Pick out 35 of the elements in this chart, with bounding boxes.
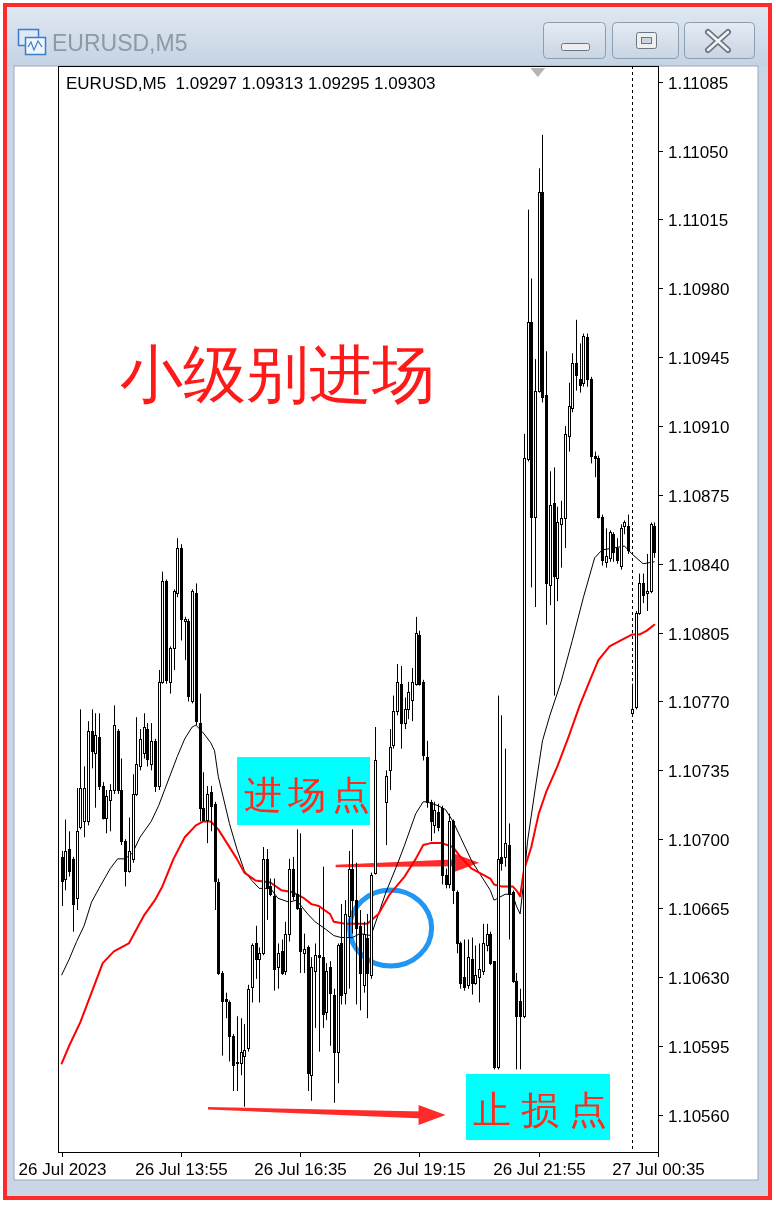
y-tick-label: 1.11015 xyxy=(668,210,729,230)
y-tick-label: 1.10805 xyxy=(668,624,730,644)
y-tick-label: 1.10630 xyxy=(668,968,730,988)
y-tick-label: 1.10910 xyxy=(668,417,730,437)
candlestick xyxy=(471,937,474,996)
y-tick-label: 1.10700 xyxy=(668,830,730,850)
y-tick-label: 1.10840 xyxy=(668,555,730,575)
y-tick-label: 1.10560 xyxy=(668,1106,730,1126)
candlestick xyxy=(105,789,108,834)
x-tick-label: 26 Jul 13:55 xyxy=(135,1160,228,1179)
text: EURUSD,M5 1.09297 1.09313 1.09295 1.09303 xyxy=(66,74,436,93)
x-tick-label: 26 Jul 16:35 xyxy=(254,1160,347,1179)
annotation: 小级别进场 xyxy=(120,339,435,409)
candlestick xyxy=(474,944,477,986)
candlestick xyxy=(478,942,481,1003)
line-series xyxy=(60,623,656,1065)
candlestick xyxy=(463,939,466,992)
y-tick-label: 1.10665 xyxy=(668,899,730,919)
x-tick-label: 26 Jul 21:55 xyxy=(493,1160,586,1179)
y-tick-label: 1.10770 xyxy=(668,692,730,712)
y-tick-label: 1.10735 xyxy=(668,761,730,781)
annotation: 止损点 xyxy=(473,1089,617,1131)
chart-title: EURUSD,M5 xyxy=(52,30,188,56)
y-tick-label: 1.10595 xyxy=(668,1037,730,1057)
y-tick-label: 1.10980 xyxy=(668,279,730,299)
x-tick-label: 27 Jul 00:35 xyxy=(612,1160,705,1179)
y-tick-label: 1.11050 xyxy=(668,142,729,162)
y-tick-label: 1.11085 xyxy=(668,73,729,93)
y-tick-label: 1.10875 xyxy=(668,486,730,506)
annotation: 进场点 xyxy=(244,774,376,816)
candlestick xyxy=(236,1015,239,1092)
y-tick-label: 1.10945 xyxy=(668,348,730,368)
x-tick-label: 26 Jul 19:15 xyxy=(373,1160,466,1179)
candlestick xyxy=(94,712,97,809)
x-tick-label: 26 Jul 2023 xyxy=(18,1160,107,1179)
